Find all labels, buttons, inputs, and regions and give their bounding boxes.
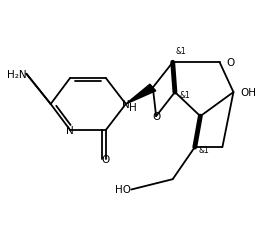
- Polygon shape: [126, 85, 156, 105]
- Text: H₂N: H₂N: [7, 70, 27, 79]
- Text: OH: OH: [240, 88, 256, 98]
- Text: &1: &1: [199, 145, 210, 154]
- Text: O: O: [152, 112, 160, 122]
- Text: &1: &1: [175, 47, 186, 56]
- Text: O: O: [102, 154, 110, 164]
- Text: H: H: [129, 103, 137, 112]
- Text: O: O: [227, 58, 235, 68]
- Text: N: N: [122, 100, 130, 109]
- Text: HO: HO: [115, 185, 131, 195]
- Text: N: N: [66, 125, 74, 135]
- Text: &1: &1: [179, 91, 190, 99]
